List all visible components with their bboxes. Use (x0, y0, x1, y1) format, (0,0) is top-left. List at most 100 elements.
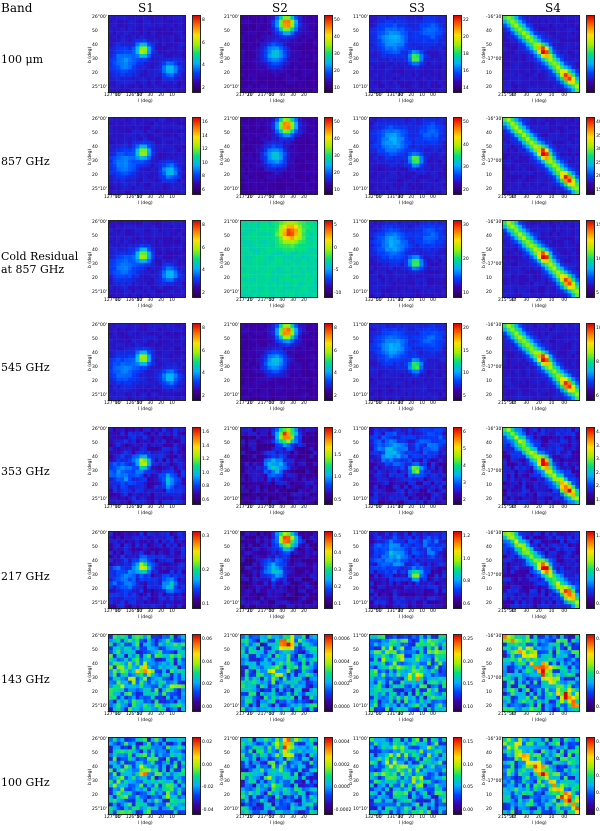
map-pixel (309, 232, 314, 237)
map-pixel (400, 121, 405, 126)
map-pixel (525, 38, 530, 43)
map-pixel (423, 84, 428, 89)
map-pixel (173, 232, 178, 237)
map-pixel (389, 152, 393, 157)
map-pixel (370, 178, 374, 183)
map-pixel (286, 266, 291, 271)
map-pixel (124, 159, 129, 164)
map-pixel (404, 84, 409, 89)
map-pixel (411, 175, 416, 179)
map-pixel (112, 281, 117, 286)
map-pixel (275, 255, 280, 260)
map-pixel (370, 140, 374, 145)
map-pixel (404, 19, 409, 24)
map-pixel (271, 163, 276, 168)
map-pixel (427, 247, 431, 252)
map-pixel (244, 69, 249, 74)
map-pixel (541, 152, 545, 157)
map-pixel (286, 236, 291, 241)
map-pixel (438, 251, 443, 256)
map-pixel (525, 61, 530, 66)
map-pixel (128, 270, 132, 275)
map-pixel (256, 76, 261, 81)
map-pixel (169, 46, 174, 51)
map-pixel (128, 129, 132, 134)
map-pixel (438, 182, 443, 187)
map-pixel (548, 167, 553, 172)
map-pixel (267, 16, 272, 20)
map-pixel (377, 182, 382, 187)
map-pixel (525, 240, 530, 244)
map-pixel (560, 38, 564, 43)
map-pixel (514, 65, 519, 70)
map-pixel (396, 46, 401, 51)
map-pixel (271, 73, 276, 77)
map-pixel (282, 255, 287, 260)
map-pixel (518, 76, 523, 81)
x-tick: 10 (548, 195, 555, 200)
map-pixel (177, 65, 182, 70)
map-pixel (305, 137, 310, 141)
map-pixel (309, 65, 314, 70)
map-pixel (154, 76, 159, 81)
map-pixel (241, 236, 245, 241)
map-pixel (154, 50, 159, 55)
map-pixel (567, 167, 572, 172)
map-pixel (305, 240, 310, 244)
map-pixel (400, 125, 405, 130)
map-pixel (275, 190, 280, 194)
map-pixel (556, 54, 561, 58)
map-pixel (135, 221, 140, 225)
map-pixel (116, 255, 121, 260)
map-pixel (544, 65, 549, 70)
map-pixel (305, 27, 310, 32)
map-pixel (419, 140, 424, 145)
map-pixel (506, 251, 511, 256)
map-pixel (514, 159, 519, 164)
map-pixel (434, 133, 439, 138)
map-pixel (575, 23, 579, 28)
map-pixel (181, 61, 185, 66)
map-pixel (506, 221, 511, 225)
map-pixel (373, 140, 378, 145)
map-pixel (370, 167, 374, 172)
map-pixel (248, 224, 253, 229)
map-pixel (256, 31, 261, 36)
y-tick: 10°10' (353, 290, 368, 295)
map-pixel (256, 73, 261, 77)
map-pixel (109, 259, 113, 263)
map-pixel (408, 84, 412, 89)
map-pixel (522, 190, 526, 194)
map-pixel (313, 167, 317, 172)
map-pixel (518, 129, 523, 134)
map-pixel (166, 190, 170, 194)
map-pixel (541, 61, 545, 66)
map-pixel (128, 148, 132, 153)
map-pixel (260, 125, 264, 130)
map-pixel (510, 57, 515, 62)
map-pixel (419, 285, 424, 290)
map-pixel (275, 178, 280, 183)
map-pixel (147, 118, 151, 122)
map-pixel (541, 31, 545, 36)
map-pixel (181, 167, 185, 172)
colorbar (453, 117, 462, 195)
colorbar-tick: 25 (596, 160, 600, 166)
map-pixel (305, 159, 310, 164)
map-pixel (556, 57, 561, 62)
map-pixel (124, 69, 129, 74)
map-pixel (109, 293, 113, 297)
map-pixel (124, 190, 129, 194)
map-pixel (522, 278, 526, 282)
map-pixel (510, 186, 515, 191)
map-pixel (177, 163, 182, 168)
map-pixel (244, 27, 249, 32)
map-pixel (282, 259, 287, 263)
map-pixel (181, 278, 185, 282)
map-pixel (560, 57, 564, 62)
map-pixel (135, 289, 140, 294)
map-pixel (423, 221, 428, 225)
map-pixel (419, 251, 424, 256)
map-pixel (301, 137, 306, 141)
map-pixel (370, 61, 374, 66)
